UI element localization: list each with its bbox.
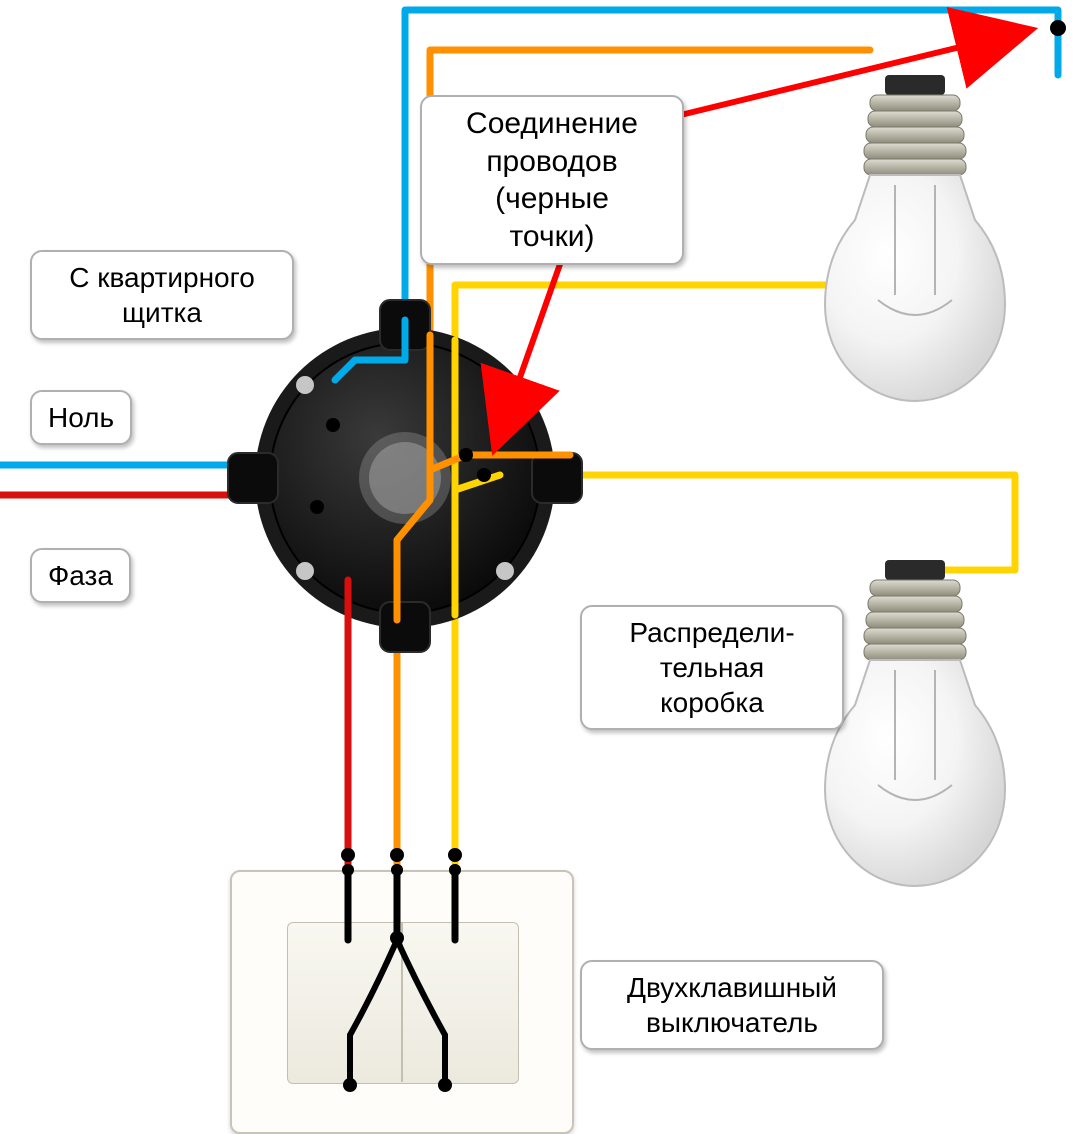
two-gang-switch [230, 870, 574, 1134]
label-junction-box: Распредели- тельная коробка [580, 605, 844, 730]
junction-box [228, 300, 582, 652]
label-phase: Фаза [30, 548, 131, 603]
arrow-to-box-dot [495, 250, 565, 448]
bulb-1 [825, 75, 1005, 401]
label-neutral: Ноль [30, 390, 132, 445]
diagram-canvas: Соединение проводов (черные точки) С ква… [0, 0, 1079, 1134]
label-connection: Соединение проводов (черные точки) [420, 95, 684, 265]
arrow-to-top-dot [660, 30, 1030, 120]
bulb-2 [825, 560, 1005, 886]
label-switch: Двухклавишный выключатель [580, 960, 884, 1050]
wires-in-box [335, 320, 570, 620]
wire-yellow-right [500, 475, 1015, 570]
label-panel: С квартирного щитка [30, 250, 294, 340]
